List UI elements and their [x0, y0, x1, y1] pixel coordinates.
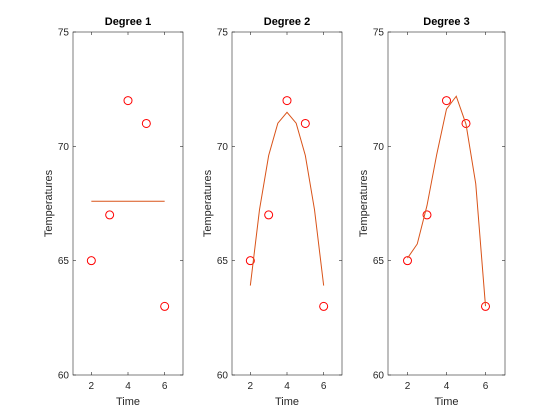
y-tick-label: 60: [58, 371, 70, 382]
x-tick-label: 2: [248, 381, 254, 392]
data-point: [422, 210, 432, 220]
y-tick-label: 60: [373, 371, 385, 382]
plot-area: [72, 31, 184, 376]
data-point: [300, 118, 310, 128]
data-point: [141, 118, 151, 128]
chart-title: Degree 1: [105, 16, 151, 28]
y-tick-label: 65: [217, 256, 229, 267]
fit-line: [407, 95, 486, 307]
y-tick-label: 75: [58, 28, 70, 39]
x-tick-label: 2: [89, 381, 95, 392]
x-tick-label: 6: [483, 381, 489, 392]
data-point: [264, 210, 274, 220]
plot-area: [231, 31, 343, 376]
x-tick-label: 6: [321, 381, 327, 392]
x-tick-label: 4: [125, 381, 131, 392]
y-tick-label: 65: [373, 256, 385, 267]
x-axis-label: Time: [116, 396, 140, 408]
y-tick-label: 75: [217, 28, 229, 39]
y-axis-label: Temperatures: [202, 169, 214, 237]
x-axis-label: Time: [275, 396, 299, 408]
data-point: [403, 256, 412, 266]
data-point: [86, 256, 96, 266]
x-tick-label: 2: [405, 381, 411, 392]
x-tick-label: 4: [284, 381, 290, 392]
data-point: [105, 210, 115, 220]
chart-title: Degree 3: [423, 16, 469, 28]
y-tick-label: 70: [373, 142, 385, 153]
y-tick-label: 70: [217, 142, 229, 153]
data-point: [160, 301, 170, 311]
y-axis-label: Temperatures: [43, 169, 55, 237]
y-tick-label: 70: [58, 142, 70, 153]
data-point: [461, 118, 471, 128]
chart-panel-3: 2 4 6 60 65 70 75 Degree 3 Time Temperatures: [358, 16, 506, 408]
x-tick-label: 4: [444, 381, 450, 392]
y-tick-label: 65: [58, 256, 70, 267]
data-point: [442, 96, 451, 106]
chart-panel-1: 2 4 6 60 65 70 75 Degree 1 Time Temperatures: [43, 16, 184, 408]
y-tick-label: 75: [373, 28, 385, 39]
data-point: [245, 256, 255, 266]
y-tick-label: 60: [217, 371, 229, 382]
fit-line: [249, 111, 325, 286]
x-axis-label: Time: [434, 396, 458, 408]
data-point: [319, 301, 329, 311]
chart-panel-2: 2 4 6 60 65 70 75 Degree 2 Time Temperatures: [202, 16, 343, 408]
chart-title: Degree 2: [264, 16, 310, 28]
x-tick-label: 6: [162, 381, 168, 392]
y-axis-label: Temperatures: [358, 169, 370, 237]
data-point: [123, 96, 133, 106]
data-point: [282, 96, 292, 106]
plot-area: [387, 31, 506, 376]
